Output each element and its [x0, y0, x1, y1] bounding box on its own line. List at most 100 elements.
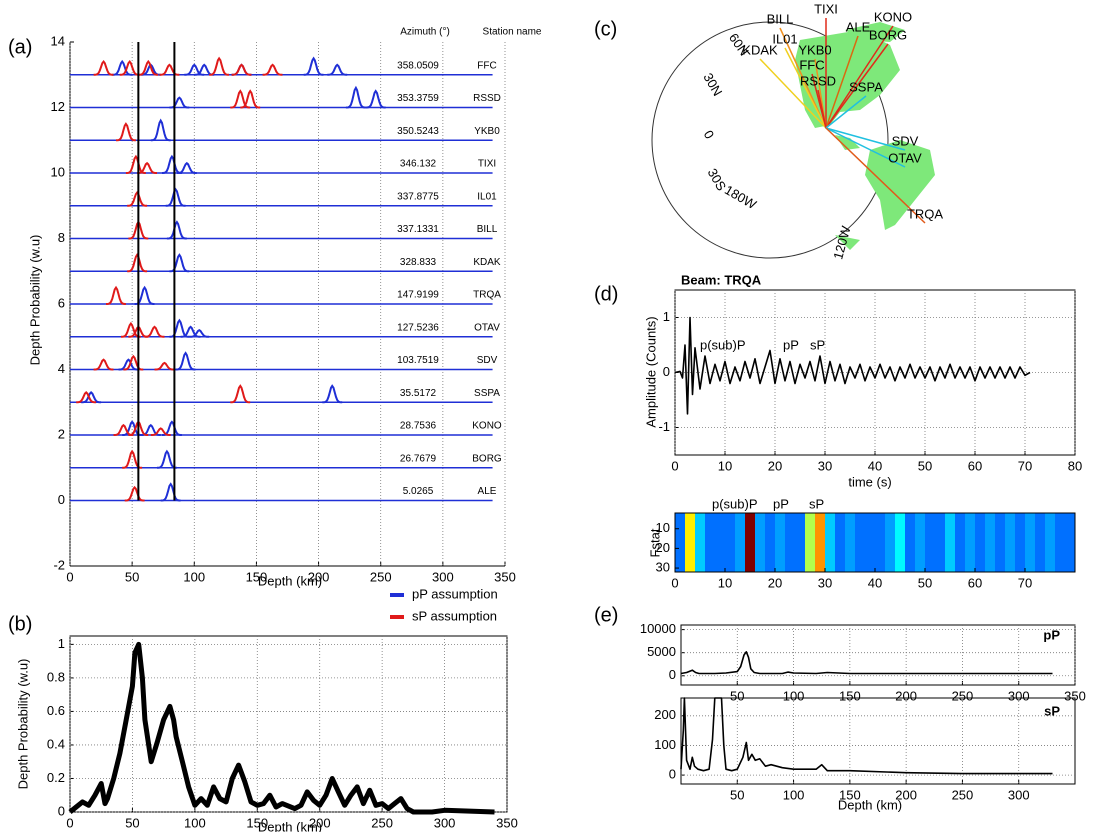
heatmap-cell [745, 513, 755, 572]
peak [327, 63, 348, 76]
heatmap-cell [725, 513, 735, 572]
x-tick-label: 100 [783, 688, 805, 703]
x-tick-label: 0 [66, 569, 73, 584]
heatmap-cell [795, 513, 805, 572]
peak [166, 220, 187, 240]
heatmap-cell [1055, 513, 1065, 572]
heatmap-cell [1045, 513, 1055, 572]
station-name: IL01 [477, 191, 497, 202]
y-tick-label: 4 [58, 361, 65, 376]
heatmap-cell [915, 513, 925, 572]
station-label: ALE [846, 19, 871, 34]
y-tick-label: 0.8 [47, 669, 65, 684]
heatmap-cell [895, 513, 905, 572]
x-axis-label: Depth (km) [258, 819, 322, 832]
panel-label: (c) [594, 18, 617, 40]
line [68, 641, 495, 815]
peak [93, 59, 114, 76]
station-name: BILL [477, 224, 498, 235]
ray [779, 27, 827, 129]
station-label: KONO [874, 9, 912, 24]
peak [150, 427, 171, 436]
azimuth: 35.5172 [400, 388, 437, 399]
station-label: TRQA [907, 206, 943, 221]
peak [150, 118, 171, 142]
peak [209, 56, 230, 76]
x-tick-label: 300 [434, 815, 456, 830]
chart-title: pP [1043, 627, 1060, 642]
heatmap-cell [675, 513, 685, 572]
station-name: SDV [477, 355, 498, 366]
peak [76, 391, 97, 404]
peak [165, 187, 186, 207]
panel-label: (e) [594, 604, 618, 626]
y-tick-label: 10 [51, 164, 65, 179]
peak [116, 122, 136, 142]
y-tick-label: 5000 [647, 644, 676, 659]
y-tick-label: 0.6 [47, 703, 65, 718]
annotation: pP [783, 337, 799, 352]
x-tick-label: 0 [66, 815, 73, 830]
x-tick-label: 40 [868, 458, 882, 473]
heatmap-cell [835, 513, 845, 572]
heatmap-cell [955, 513, 965, 572]
heatmap-cell [685, 513, 695, 572]
x-axis-label: Depth (km) [838, 797, 902, 812]
x-tick-label: 300 [432, 569, 454, 584]
x-tick-label: 200 [895, 787, 917, 802]
x-tick-label: 40 [868, 575, 882, 590]
x-tick-label: 50 [125, 815, 139, 830]
station-label: IL01 [772, 31, 797, 46]
peak [93, 358, 114, 371]
peak [231, 63, 252, 76]
plot-frame [680, 697, 1076, 785]
peak [106, 285, 126, 305]
chart-title: Beam: TRQA [681, 272, 762, 287]
azimuth: 5.0265 [403, 486, 434, 497]
station-name: KONO [472, 421, 502, 432]
x-tick-label: 250 [952, 688, 974, 703]
heatmap-cell [905, 513, 915, 572]
heatmap-cell [715, 513, 725, 572]
y-tick-label: 30 [656, 560, 670, 575]
x-tick-label: 50 [730, 787, 744, 802]
y-tick-label: -2 [53, 557, 65, 572]
peak [175, 351, 196, 371]
y-tick-label: 1 [58, 636, 65, 651]
annotation: p(sub)P [700, 337, 746, 352]
azimuth: 127.5236 [397, 322, 439, 333]
x-tick-label: 0 [671, 575, 678, 590]
heatmap-cell [985, 513, 995, 572]
station-name: TRQA [473, 290, 501, 301]
peak [112, 59, 133, 76]
heatmap-cell [785, 513, 795, 572]
heatmap-cell [755, 513, 765, 572]
azimuth: 358.0509 [397, 60, 439, 71]
x-tick-label: 50 [730, 688, 744, 703]
x-tick-label: 100 [184, 815, 206, 830]
x-tick-label: 70 [1018, 458, 1032, 473]
station-label: RSSD [800, 73, 836, 88]
x-tick-label: 300 [1008, 688, 1030, 703]
x-tick-label: 0 [671, 458, 678, 473]
x-tick-label: 60 [968, 458, 982, 473]
x-tick-label: 100 [183, 569, 205, 584]
y-tick-label: 0.2 [47, 770, 65, 785]
azimuth: 353.3759 [397, 93, 439, 104]
peak [162, 154, 182, 174]
y-tick-label: 2 [58, 426, 65, 441]
peak [189, 329, 210, 338]
x-tick-label: 100 [783, 787, 805, 802]
heatmap-cell [935, 513, 945, 572]
peak [154, 361, 175, 371]
x-tick-label: 250 [952, 787, 974, 802]
land [835, 235, 860, 250]
heatmap-cell [965, 513, 975, 572]
x-tick-label: 80 [1068, 458, 1082, 473]
peak [230, 89, 251, 109]
y-tick-label: -1 [658, 419, 670, 434]
heatmap-cell [885, 513, 895, 572]
azimuth: 337.8775 [397, 191, 439, 202]
